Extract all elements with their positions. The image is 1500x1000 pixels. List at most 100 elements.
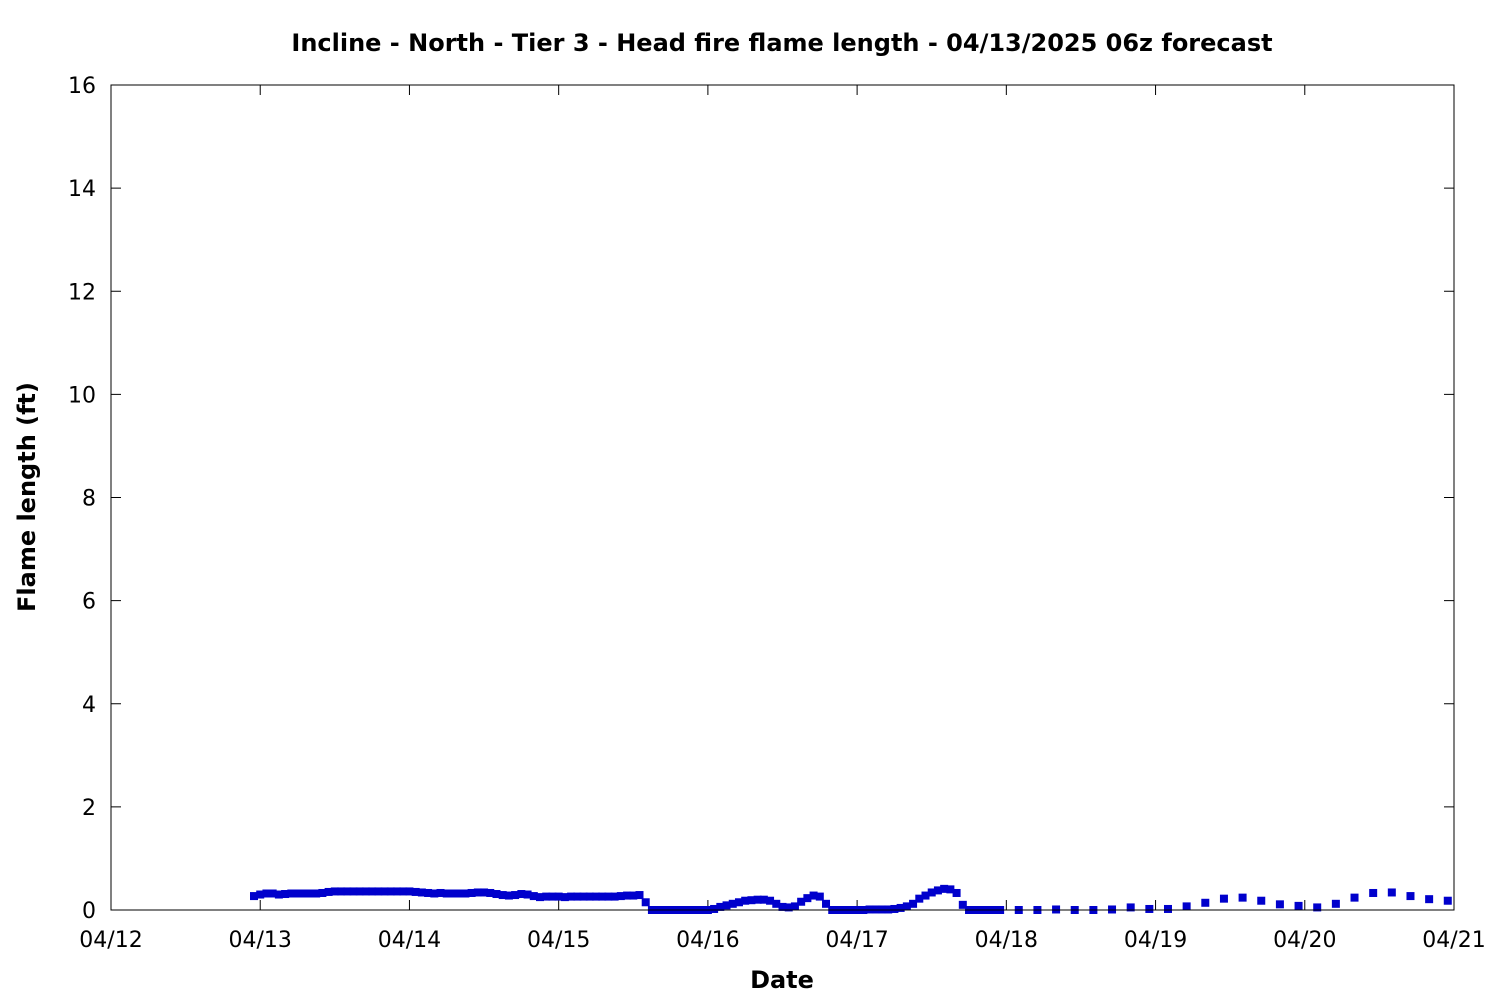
data-point: [877, 905, 886, 914]
data-point: [629, 891, 638, 900]
data-point: [728, 899, 737, 908]
data-point: [436, 888, 445, 897]
data-point: [809, 891, 818, 900]
data-point: [1406, 892, 1415, 901]
data-point: [424, 888, 433, 897]
data-point: [753, 895, 762, 904]
data-point: [952, 888, 961, 897]
x-tick-label: 04/20: [1273, 928, 1336, 953]
data-point: [405, 887, 414, 896]
data-point: [591, 892, 600, 901]
data-point: [1331, 899, 1340, 908]
data-point: [480, 888, 489, 897]
data-point: [461, 889, 470, 898]
data-point: [716, 902, 725, 911]
data-point: [1294, 901, 1303, 910]
data-point: [1425, 895, 1434, 904]
data-point: [1145, 904, 1154, 913]
data-point: [567, 892, 576, 901]
data-point: [822, 899, 831, 908]
data-point: [486, 888, 495, 897]
x-tick-label: 04/17: [825, 928, 888, 953]
data-point: [1238, 893, 1247, 902]
data-point: [330, 887, 339, 896]
data-point: [305, 889, 314, 898]
data-point: [635, 891, 644, 900]
data-point: [790, 902, 799, 911]
data-point: [1108, 905, 1117, 914]
data-point: [417, 888, 426, 897]
data-point: [1201, 898, 1210, 907]
data-point: [343, 887, 352, 896]
x-axis-label: Date: [750, 966, 814, 994]
data-point: [1313, 903, 1322, 912]
data-point: [865, 905, 874, 914]
data-point: [1126, 903, 1135, 912]
data-point: [448, 889, 457, 898]
data-point: [946, 885, 955, 894]
data-point: [1350, 893, 1359, 902]
data-point: [536, 893, 545, 902]
y-tick-label: 6: [82, 590, 96, 615]
x-tick-label: 04/19: [1124, 928, 1187, 953]
data-point: [940, 884, 949, 893]
data-point: [884, 905, 893, 914]
data-point: [1182, 902, 1191, 911]
data-point: [386, 887, 395, 896]
data-point: [262, 889, 271, 898]
data-point: [604, 892, 613, 901]
y-tick-label: 14: [68, 177, 96, 202]
y-tick-label: 2: [82, 796, 96, 821]
data-point: [393, 887, 402, 896]
data-point: [473, 888, 482, 897]
data-point: [1219, 894, 1228, 903]
data-point: [579, 892, 588, 901]
data-point: [256, 890, 265, 899]
data-point: [710, 904, 719, 913]
data-point: [455, 889, 464, 898]
data-point: [355, 887, 364, 896]
data-point: [927, 888, 936, 897]
data-point: [741, 896, 750, 905]
data-point: [734, 898, 743, 907]
x-tick-label: 04/14: [378, 928, 441, 953]
data-point: [722, 901, 731, 910]
data-point: [281, 890, 290, 899]
data-point: [361, 887, 370, 896]
data-point: [411, 887, 420, 896]
data-point: [324, 887, 333, 896]
data-point: [517, 890, 526, 899]
data-point: [747, 896, 756, 905]
data-point: [312, 889, 321, 898]
data-point: [511, 891, 520, 900]
data-point: [598, 892, 607, 901]
data-point: [293, 889, 302, 898]
data-point: [430, 889, 439, 898]
y-tick-label: 4: [82, 693, 96, 718]
data-point: [902, 902, 911, 911]
data-point: [1443, 896, 1452, 905]
data-point: [641, 898, 650, 907]
data-point: [560, 893, 569, 902]
data-point: [623, 891, 632, 900]
data-point: [803, 894, 812, 903]
data-point: [815, 892, 824, 901]
y-tick-label: 8: [82, 487, 96, 512]
data-point: [915, 894, 924, 903]
data-point: [542, 892, 551, 901]
data-point: [784, 903, 793, 912]
data-point: [871, 905, 880, 914]
y-tick-label: 12: [68, 280, 96, 305]
data-point: [529, 892, 538, 901]
data-point: [504, 891, 513, 900]
data-point: [1257, 896, 1266, 905]
data-point: [610, 892, 619, 901]
y-axis-label: Flame length (ft): [13, 382, 41, 612]
data-point: [368, 887, 377, 896]
data-point: [268, 889, 277, 898]
data-point: [399, 887, 408, 896]
data-point: [797, 897, 806, 906]
data-point: [1052, 905, 1061, 914]
